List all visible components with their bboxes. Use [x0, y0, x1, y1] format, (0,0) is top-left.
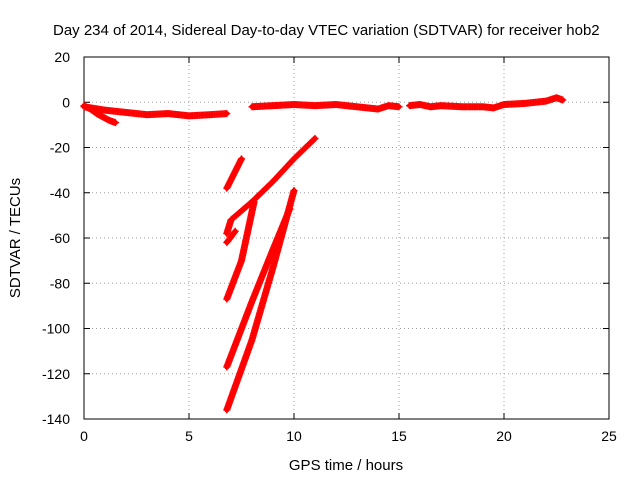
x-tick-label: 10 [286, 428, 302, 444]
data-point [396, 104, 402, 110]
data-point [291, 102, 297, 108]
series-arc-2 [80, 103, 231, 120]
data-point [270, 178, 276, 184]
data-point [459, 104, 465, 110]
data-point [207, 112, 213, 118]
data-point [491, 105, 496, 111]
data-point [228, 217, 234, 223]
data-marks [80, 94, 567, 414]
series-arc-4 [406, 94, 567, 112]
data-point [224, 111, 230, 117]
data-point [224, 240, 230, 246]
data-point [333, 102, 339, 108]
data-point [522, 100, 528, 106]
y-tick-label: -120 [42, 366, 70, 382]
data-point [165, 111, 171, 117]
data-point [113, 120, 118, 126]
data-point [407, 103, 412, 109]
data-point [224, 230, 230, 236]
data-point [102, 107, 108, 113]
data-point [501, 102, 507, 108]
data-point [249, 104, 255, 110]
y-tick-label: -140 [42, 411, 70, 427]
y-tick-label: -80 [50, 275, 70, 291]
x-tick-labels: 0 5 10 15 20 25 [80, 428, 617, 444]
data-point [291, 187, 297, 193]
data-point [560, 97, 566, 103]
series-arc-3 [248, 101, 403, 113]
data-point [239, 156, 244, 162]
data-point [232, 228, 238, 234]
x-tick-label: 25 [601, 428, 617, 444]
y-tick-label: 20 [54, 49, 70, 65]
data-point [480, 104, 486, 110]
data-point [224, 364, 230, 370]
y-axis-label: SDTVAR / TECUs [7, 178, 24, 298]
data-point [438, 103, 444, 109]
data-point [224, 407, 230, 413]
y-tick-labels: -140 -120 -100 -80 -60 -40 -20 0 20 [42, 49, 70, 427]
data-point [249, 298, 255, 304]
data-point [100, 114, 106, 120]
data-point [270, 103, 276, 109]
series-arc-5 [223, 155, 245, 192]
data-point [312, 135, 318, 141]
data-point [239, 258, 244, 264]
data-point [312, 103, 318, 109]
x-tick-label: 15 [391, 428, 407, 444]
data-point [291, 156, 297, 162]
y-tick-label: -40 [50, 185, 70, 201]
data-point [81, 104, 87, 110]
series-arc-6 [223, 134, 319, 237]
series-arc-8 [223, 198, 258, 303]
data-point [270, 264, 276, 270]
axis-ticks [83, 56, 610, 420]
data-point [249, 337, 255, 343]
data-point [144, 112, 150, 118]
data-point [543, 98, 549, 104]
data-point [375, 106, 381, 112]
data-point [224, 296, 230, 302]
data-point [186, 113, 192, 119]
y-tick-label: -20 [50, 140, 70, 156]
x-tick-label: 20 [496, 428, 512, 444]
data-point [251, 199, 257, 205]
data-point [554, 95, 559, 101]
x-tick-label: 5 [185, 428, 193, 444]
data-point [386, 103, 391, 109]
series-arc-7 [223, 227, 239, 247]
y-tick-label: 0 [62, 94, 70, 110]
data-point [417, 102, 423, 108]
data-point [176, 112, 181, 118]
data-point [428, 104, 433, 110]
x-axis-label: GPS time / hours [289, 457, 403, 474]
chart-title: Day 234 of 2014, Sidereal Day-to-day VTE… [53, 22, 600, 39]
y-tick-label: -60 [50, 230, 70, 246]
data-point [224, 185, 230, 191]
data-point [354, 104, 360, 110]
series-arc-10 [223, 186, 298, 414]
data-point [106, 117, 112, 123]
x-tick-label: 0 [80, 428, 88, 444]
y-tick-label: -100 [42, 321, 70, 337]
data-point [123, 109, 129, 115]
